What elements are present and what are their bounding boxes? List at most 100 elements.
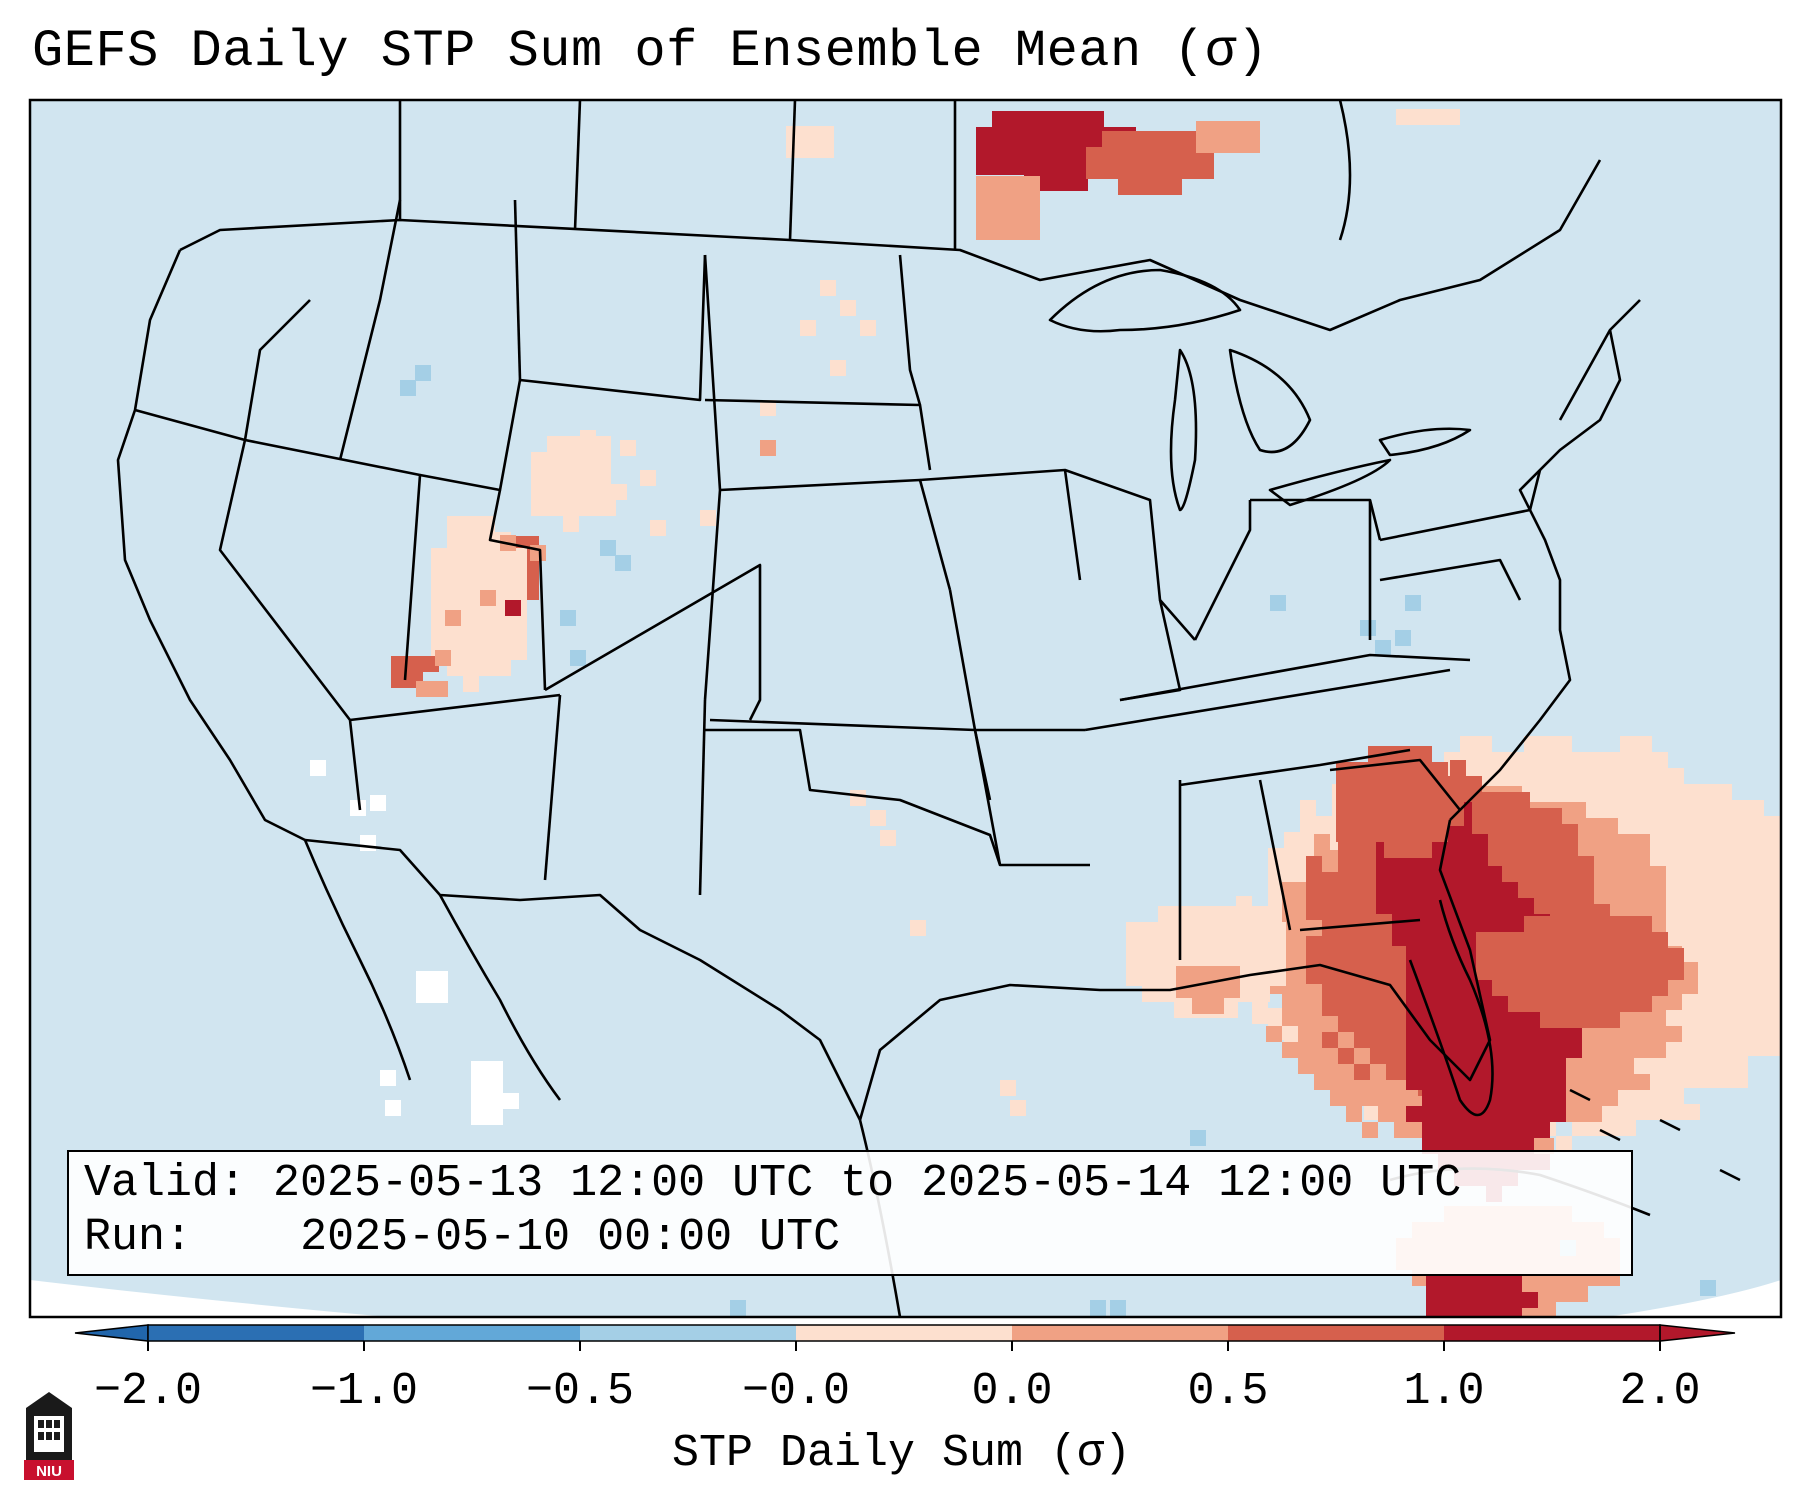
- stp-cell: [1284, 832, 1300, 848]
- stp-cell: [1346, 1090, 1362, 1106]
- stp-cell: [1458, 1308, 1474, 1317]
- stp-cell: [1338, 856, 1354, 872]
- stp-cell: [431, 580, 447, 596]
- colorbar-tick-label: 1.0: [1403, 1366, 1485, 1417]
- stp-cell: [992, 143, 1008, 159]
- stp-cell: [1684, 992, 1700, 1008]
- stp-cell: [1618, 1010, 1634, 1026]
- stp-cell: [1586, 1074, 1602, 1090]
- stp-cell: [1502, 1074, 1518, 1090]
- stp-cell: [1668, 948, 1684, 964]
- stp-cell: [1268, 1008, 1284, 1024]
- stp-cell: [1426, 1292, 1442, 1308]
- stp-cell: [1732, 960, 1748, 976]
- stp-cell: [1406, 946, 1422, 962]
- stp-cell: [1282, 1042, 1298, 1058]
- stp-cell: [1546, 888, 1562, 904]
- stp-cell: [1732, 976, 1748, 992]
- stp-cell: [1438, 946, 1454, 962]
- stp-cell: [1668, 864, 1684, 880]
- stp-cell: [1428, 109, 1444, 125]
- stp-cell: [1375, 640, 1391, 656]
- stp-cell: [1454, 1026, 1470, 1042]
- stp-cell: [1540, 948, 1556, 964]
- stp-cell: [1208, 966, 1224, 982]
- stp-cell: [1384, 762, 1400, 778]
- us-coastline-west: [116, 249, 306, 842]
- stp-cell: [1158, 922, 1174, 938]
- stp-cell: [1514, 840, 1530, 856]
- stp-cell: [1394, 1122, 1410, 1138]
- stp-cell: [1454, 1074, 1470, 1090]
- stp-cell: [1040, 159, 1056, 175]
- stp-cell: [1490, 1308, 1506, 1317]
- stp-cell: [1748, 944, 1764, 960]
- stp-cell: [976, 143, 992, 159]
- colorbar-tick-label: 0.5: [1187, 1366, 1269, 1417]
- stp-cell: [1716, 848, 1732, 864]
- stp-cell: [595, 484, 611, 500]
- stp-cell: [1652, 784, 1668, 800]
- stp-cell: [1684, 1072, 1700, 1088]
- stp-cell: [1636, 1088, 1652, 1104]
- stp-cell: [563, 516, 579, 532]
- stp-cell: [1306, 904, 1322, 920]
- stp-cell: [310, 760, 326, 776]
- colorbar-frame: [147, 1324, 1661, 1342]
- stp-cell: [1118, 131, 1134, 147]
- stp-cell: [1228, 121, 1244, 137]
- stp-cell: [1386, 1064, 1402, 1080]
- stp-cell: [1110, 1300, 1126, 1316]
- stp-cell: [1454, 946, 1470, 962]
- stp-cell: [1684, 1104, 1700, 1120]
- stp-cell: [1282, 882, 1298, 898]
- stp-cell: [1578, 872, 1594, 888]
- stp-cell: [1684, 1040, 1700, 1056]
- stp-grid-cells: [310, 109, 1781, 1317]
- stp-cell: [1684, 816, 1700, 832]
- stp-cell: [1190, 938, 1206, 954]
- stp-cell: [1684, 864, 1700, 880]
- stp-cell: [1748, 848, 1764, 864]
- stp-cell: [505, 600, 521, 616]
- stp-cell: [1604, 1012, 1620, 1028]
- stp-cell: [1134, 163, 1150, 179]
- stp-cell: [1650, 882, 1666, 898]
- stp-cell: [1602, 866, 1618, 882]
- stp-cell: [471, 1061, 487, 1077]
- stp-cell: [1254, 954, 1270, 970]
- stp-cell: [1454, 1058, 1470, 1074]
- stp-cell: [1716, 896, 1732, 912]
- stp-cell: [431, 548, 447, 564]
- stp-cell: [1370, 1016, 1386, 1032]
- stp-cell: [1354, 952, 1370, 968]
- stp-cell: [1384, 794, 1400, 810]
- stp-cell: [1514, 808, 1530, 824]
- stp-cell: [1518, 1058, 1534, 1074]
- stp-cell: [1386, 1000, 1402, 1016]
- stp-cell: [600, 540, 616, 556]
- colorbar-title: STP Daily Sum (σ): [671, 1428, 1132, 1479]
- stp-cell: [1424, 898, 1440, 914]
- stp-cell: [1362, 1090, 1378, 1106]
- stp-cell: [1540, 1302, 1556, 1317]
- stp-cell: [820, 280, 836, 296]
- stp-cell: [495, 644, 511, 660]
- stp-cell: [1196, 137, 1212, 153]
- stp-cell: [1166, 147, 1182, 163]
- stp-cell: [1354, 1064, 1370, 1080]
- stp-cell: [1424, 914, 1440, 930]
- stp-cell: [1716, 1056, 1732, 1072]
- stp-cell: [1284, 1024, 1300, 1040]
- stp-cell: [1764, 864, 1780, 880]
- stp-cell: [495, 628, 511, 644]
- stp-cell: [1386, 1032, 1402, 1048]
- stp-cell: [1336, 810, 1352, 826]
- stp-cell: [1422, 946, 1438, 962]
- stp-cell: [1486, 1106, 1502, 1122]
- stp-cell: [1150, 131, 1166, 147]
- stp-cell: [1602, 1074, 1618, 1090]
- stp-cell: [1604, 964, 1620, 980]
- stp-cell: [1620, 816, 1636, 832]
- stp-cell: [1354, 904, 1370, 920]
